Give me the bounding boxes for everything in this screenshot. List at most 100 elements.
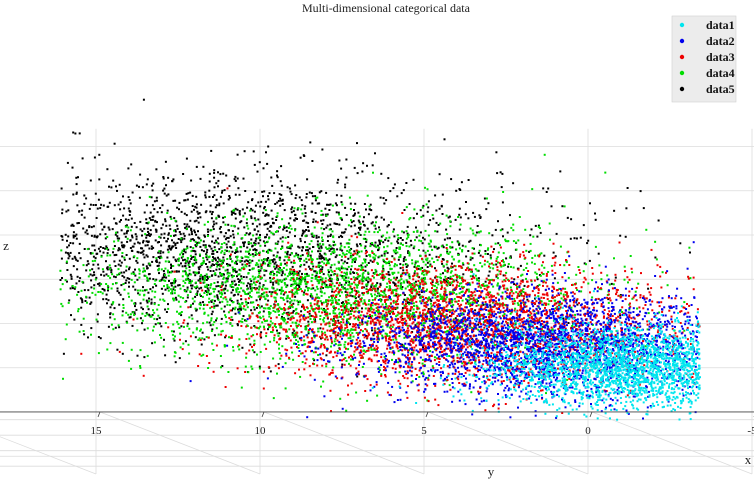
data-point [679, 310, 682, 313]
data-point [177, 284, 180, 287]
data-point [295, 254, 298, 257]
data-point [351, 282, 353, 285]
data-point [356, 253, 359, 256]
data-point [209, 266, 212, 269]
data-point [391, 358, 393, 361]
data-point [289, 306, 292, 309]
data-point [130, 367, 133, 370]
data-point [328, 247, 331, 250]
data-point [138, 269, 141, 272]
data-point [434, 296, 437, 299]
data-point [118, 259, 121, 262]
data-point [349, 335, 352, 338]
data-point [214, 257, 217, 260]
data-point [243, 241, 246, 244]
data-point [161, 204, 164, 207]
data-point [283, 225, 286, 228]
data-point [187, 274, 190, 277]
data-point [297, 347, 300, 349]
data-point [155, 229, 158, 232]
data-point [286, 250, 289, 253]
data-point [407, 252, 410, 254]
data-point [239, 259, 242, 262]
data-point [477, 251, 480, 254]
data-point [292, 310, 295, 312]
data-point [326, 286, 329, 288]
data-point [520, 274, 523, 277]
data-point [314, 289, 317, 292]
data-point [471, 294, 474, 297]
data-point [240, 281, 243, 284]
data-point [343, 278, 346, 281]
data-point [147, 279, 150, 282]
data-point [226, 263, 228, 265]
data-point [263, 274, 266, 277]
data-point [199, 279, 202, 282]
data-point [249, 285, 252, 288]
data-point [631, 297, 634, 300]
data-point [307, 330, 310, 333]
data-point [487, 278, 490, 281]
data-point [202, 301, 204, 304]
data-point [171, 270, 174, 273]
data-point [314, 277, 317, 280]
data-point [360, 268, 363, 271]
data-point [435, 245, 438, 248]
data-point [555, 232, 558, 235]
data-point [212, 349, 215, 351]
data-point [317, 261, 320, 264]
data-point [422, 273, 425, 276]
data-point [244, 255, 247, 258]
data-point [546, 335, 549, 338]
data-point [188, 282, 191, 284]
data-point [229, 285, 232, 288]
data-point [458, 285, 461, 287]
data-point [143, 227, 146, 230]
data-point [72, 193, 75, 196]
data-point [347, 246, 350, 249]
data-point [513, 302, 516, 305]
data-point [148, 273, 151, 275]
data-point [468, 240, 471, 243]
data-point [187, 192, 190, 195]
data-point [86, 248, 89, 251]
data-point [137, 241, 140, 244]
data-point [315, 234, 318, 237]
data-point [279, 197, 282, 200]
data-point [558, 287, 561, 290]
data-point [317, 250, 320, 253]
data-point [301, 234, 303, 237]
data-point [366, 227, 369, 230]
data-point [90, 234, 93, 237]
data-point [112, 251, 114, 254]
data-point [167, 233, 170, 236]
data-point [320, 343, 323, 346]
data-point [146, 276, 149, 279]
data-point [83, 289, 86, 292]
data-point [236, 255, 239, 258]
data-point [210, 274, 213, 277]
data-point [376, 295, 379, 298]
data-point [104, 247, 107, 250]
data-point [238, 291, 241, 293]
data-point [220, 282, 223, 285]
data-point [341, 203, 344, 206]
data-point [166, 212, 169, 214]
data-point [93, 244, 96, 247]
data-point [317, 327, 320, 330]
data-point [305, 246, 308, 248]
data-point [418, 284, 421, 287]
data-point [246, 324, 249, 327]
data-point [287, 222, 290, 225]
data-point [236, 302, 239, 305]
data-point [414, 324, 417, 327]
data-point [234, 217, 237, 220]
data-point [202, 278, 204, 281]
data-point [513, 309, 516, 312]
data-point [145, 288, 148, 291]
data-point [246, 218, 248, 221]
data-point [329, 266, 332, 269]
data-point [298, 286, 301, 288]
data-point [423, 278, 426, 281]
data-point [299, 375, 302, 378]
